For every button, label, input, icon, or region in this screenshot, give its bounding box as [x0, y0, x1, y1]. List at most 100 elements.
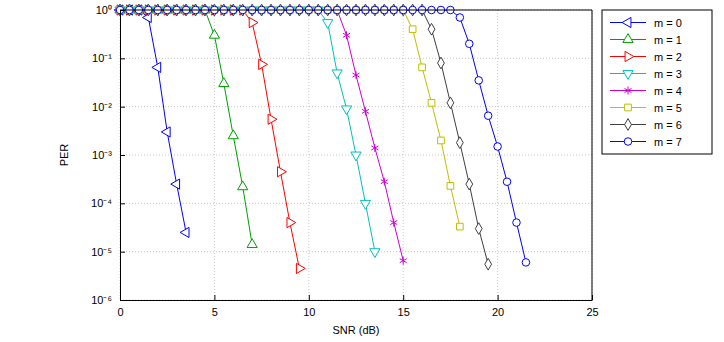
x-tick-mark	[214, 295, 215, 300]
series-marker	[370, 249, 380, 258]
x-tick-mark	[403, 295, 404, 300]
legend-item: m = 4	[610, 85, 682, 97]
lines	[120, 10, 526, 268]
y-grid-line	[120, 251, 592, 252]
legend-label: m = 1	[654, 34, 682, 46]
legend-item: m = 1	[610, 34, 682, 46]
x-tick-mark	[592, 295, 593, 300]
series-marker	[228, 130, 238, 139]
x-tick-mark	[498, 295, 499, 300]
series-marker	[249, 17, 258, 27]
y-tick-label: 10⁰	[96, 4, 112, 16]
legend-box	[602, 10, 712, 154]
y-tick-mark	[120, 300, 125, 301]
series-marker	[513, 219, 521, 227]
series-marker	[438, 57, 445, 69]
legend-label: m = 7	[654, 136, 682, 148]
y-tick: 10⁻⁴	[91, 197, 125, 209]
series-marker	[268, 114, 277, 124]
legend-marker	[624, 138, 632, 146]
series-marker	[371, 144, 378, 152]
series-marker	[438, 137, 445, 144]
x-tick: 10	[303, 295, 315, 318]
series-marker	[351, 152, 361, 161]
series-marker	[484, 112, 492, 120]
y-tick: 10⁻³	[92, 149, 125, 161]
y-grid-line	[120, 58, 592, 59]
series-marker	[522, 259, 530, 267]
y-grid-line	[120, 203, 592, 204]
legend-label: m = 6	[654, 119, 682, 131]
x-axis-title: SNR (dB)	[332, 324, 379, 336]
series-marker	[238, 181, 248, 190]
legend-marker	[625, 119, 632, 131]
y-tick-label: 10⁻¹	[92, 52, 112, 64]
y-axis-title: PER	[58, 144, 70, 167]
series-marker	[219, 78, 229, 87]
legend-marker	[623, 71, 633, 80]
data-area	[114, 4, 530, 273]
y-grid-line	[120, 106, 592, 107]
series-marker	[161, 127, 170, 137]
legend: m = 0m = 1m = 2m = 3m = 4m = 5m = 6m = 7	[602, 10, 712, 154]
x-tick-label: 10	[303, 306, 315, 318]
x-tick-label: 25	[586, 306, 598, 318]
series-marker	[171, 179, 180, 189]
y-tick-mark	[120, 10, 125, 11]
series-marker	[247, 239, 257, 248]
series-marker	[494, 143, 502, 151]
y-tick-label: 10⁻³	[92, 149, 112, 161]
series-marker	[456, 137, 463, 149]
x-axis: 0510152025	[117, 295, 598, 318]
series-marker	[447, 97, 454, 109]
series-marker	[117, 5, 126, 15]
series-marker	[503, 178, 511, 186]
legend-item: m = 5	[610, 102, 682, 114]
series-marker	[296, 263, 305, 273]
y-tick-mark	[120, 155, 125, 156]
series-marker	[323, 20, 333, 29]
series-marker	[466, 178, 473, 190]
series-marker	[456, 14, 464, 22]
x-tick: 20	[492, 295, 504, 318]
legend-item: m = 7	[610, 136, 682, 148]
series-marker	[400, 257, 407, 265]
x-grid-line	[592, 10, 593, 300]
series-marker	[456, 223, 463, 230]
series-marker	[428, 99, 435, 106]
markers	[114, 4, 530, 273]
series-marker	[287, 217, 296, 227]
series-marker	[180, 227, 189, 237]
series-marker	[332, 70, 342, 79]
x-tick-label: 20	[492, 306, 504, 318]
y-tick-mark	[120, 58, 125, 59]
legend-label: m = 2	[654, 51, 682, 63]
x-tick-label: 5	[212, 306, 218, 318]
legend-item: m = 6	[610, 119, 682, 131]
x-tick: 25	[586, 295, 598, 318]
y-tick-mark	[120, 252, 125, 253]
series-marker	[428, 23, 435, 35]
series-marker	[360, 200, 370, 209]
y-tick: 10⁻¹	[92, 52, 125, 64]
y-tick: 10⁻⁵	[91, 246, 125, 258]
frame-right	[592, 10, 593, 300]
series-marker	[353, 71, 360, 79]
series-line	[120, 10, 252, 245]
series-marker	[381, 178, 388, 186]
y-grid-line	[120, 10, 592, 11]
series-marker	[341, 106, 351, 115]
series-line	[120, 10, 403, 261]
series-marker	[278, 167, 287, 177]
legend-item: m = 0	[610, 17, 682, 29]
y-axis: 10⁻⁶10⁻⁵10⁻⁴10⁻³10⁻²10⁻¹10⁰	[91, 4, 125, 306]
x-tick-mark	[309, 295, 310, 300]
legend-marker	[625, 86, 632, 94]
x-tick-label: 15	[398, 306, 410, 318]
series-marker	[485, 258, 492, 270]
frame-top	[120, 10, 592, 11]
legend-item: m = 2	[610, 51, 682, 63]
series-line	[120, 10, 460, 227]
series-marker	[209, 29, 219, 38]
y-tick: 10⁰	[96, 4, 125, 16]
